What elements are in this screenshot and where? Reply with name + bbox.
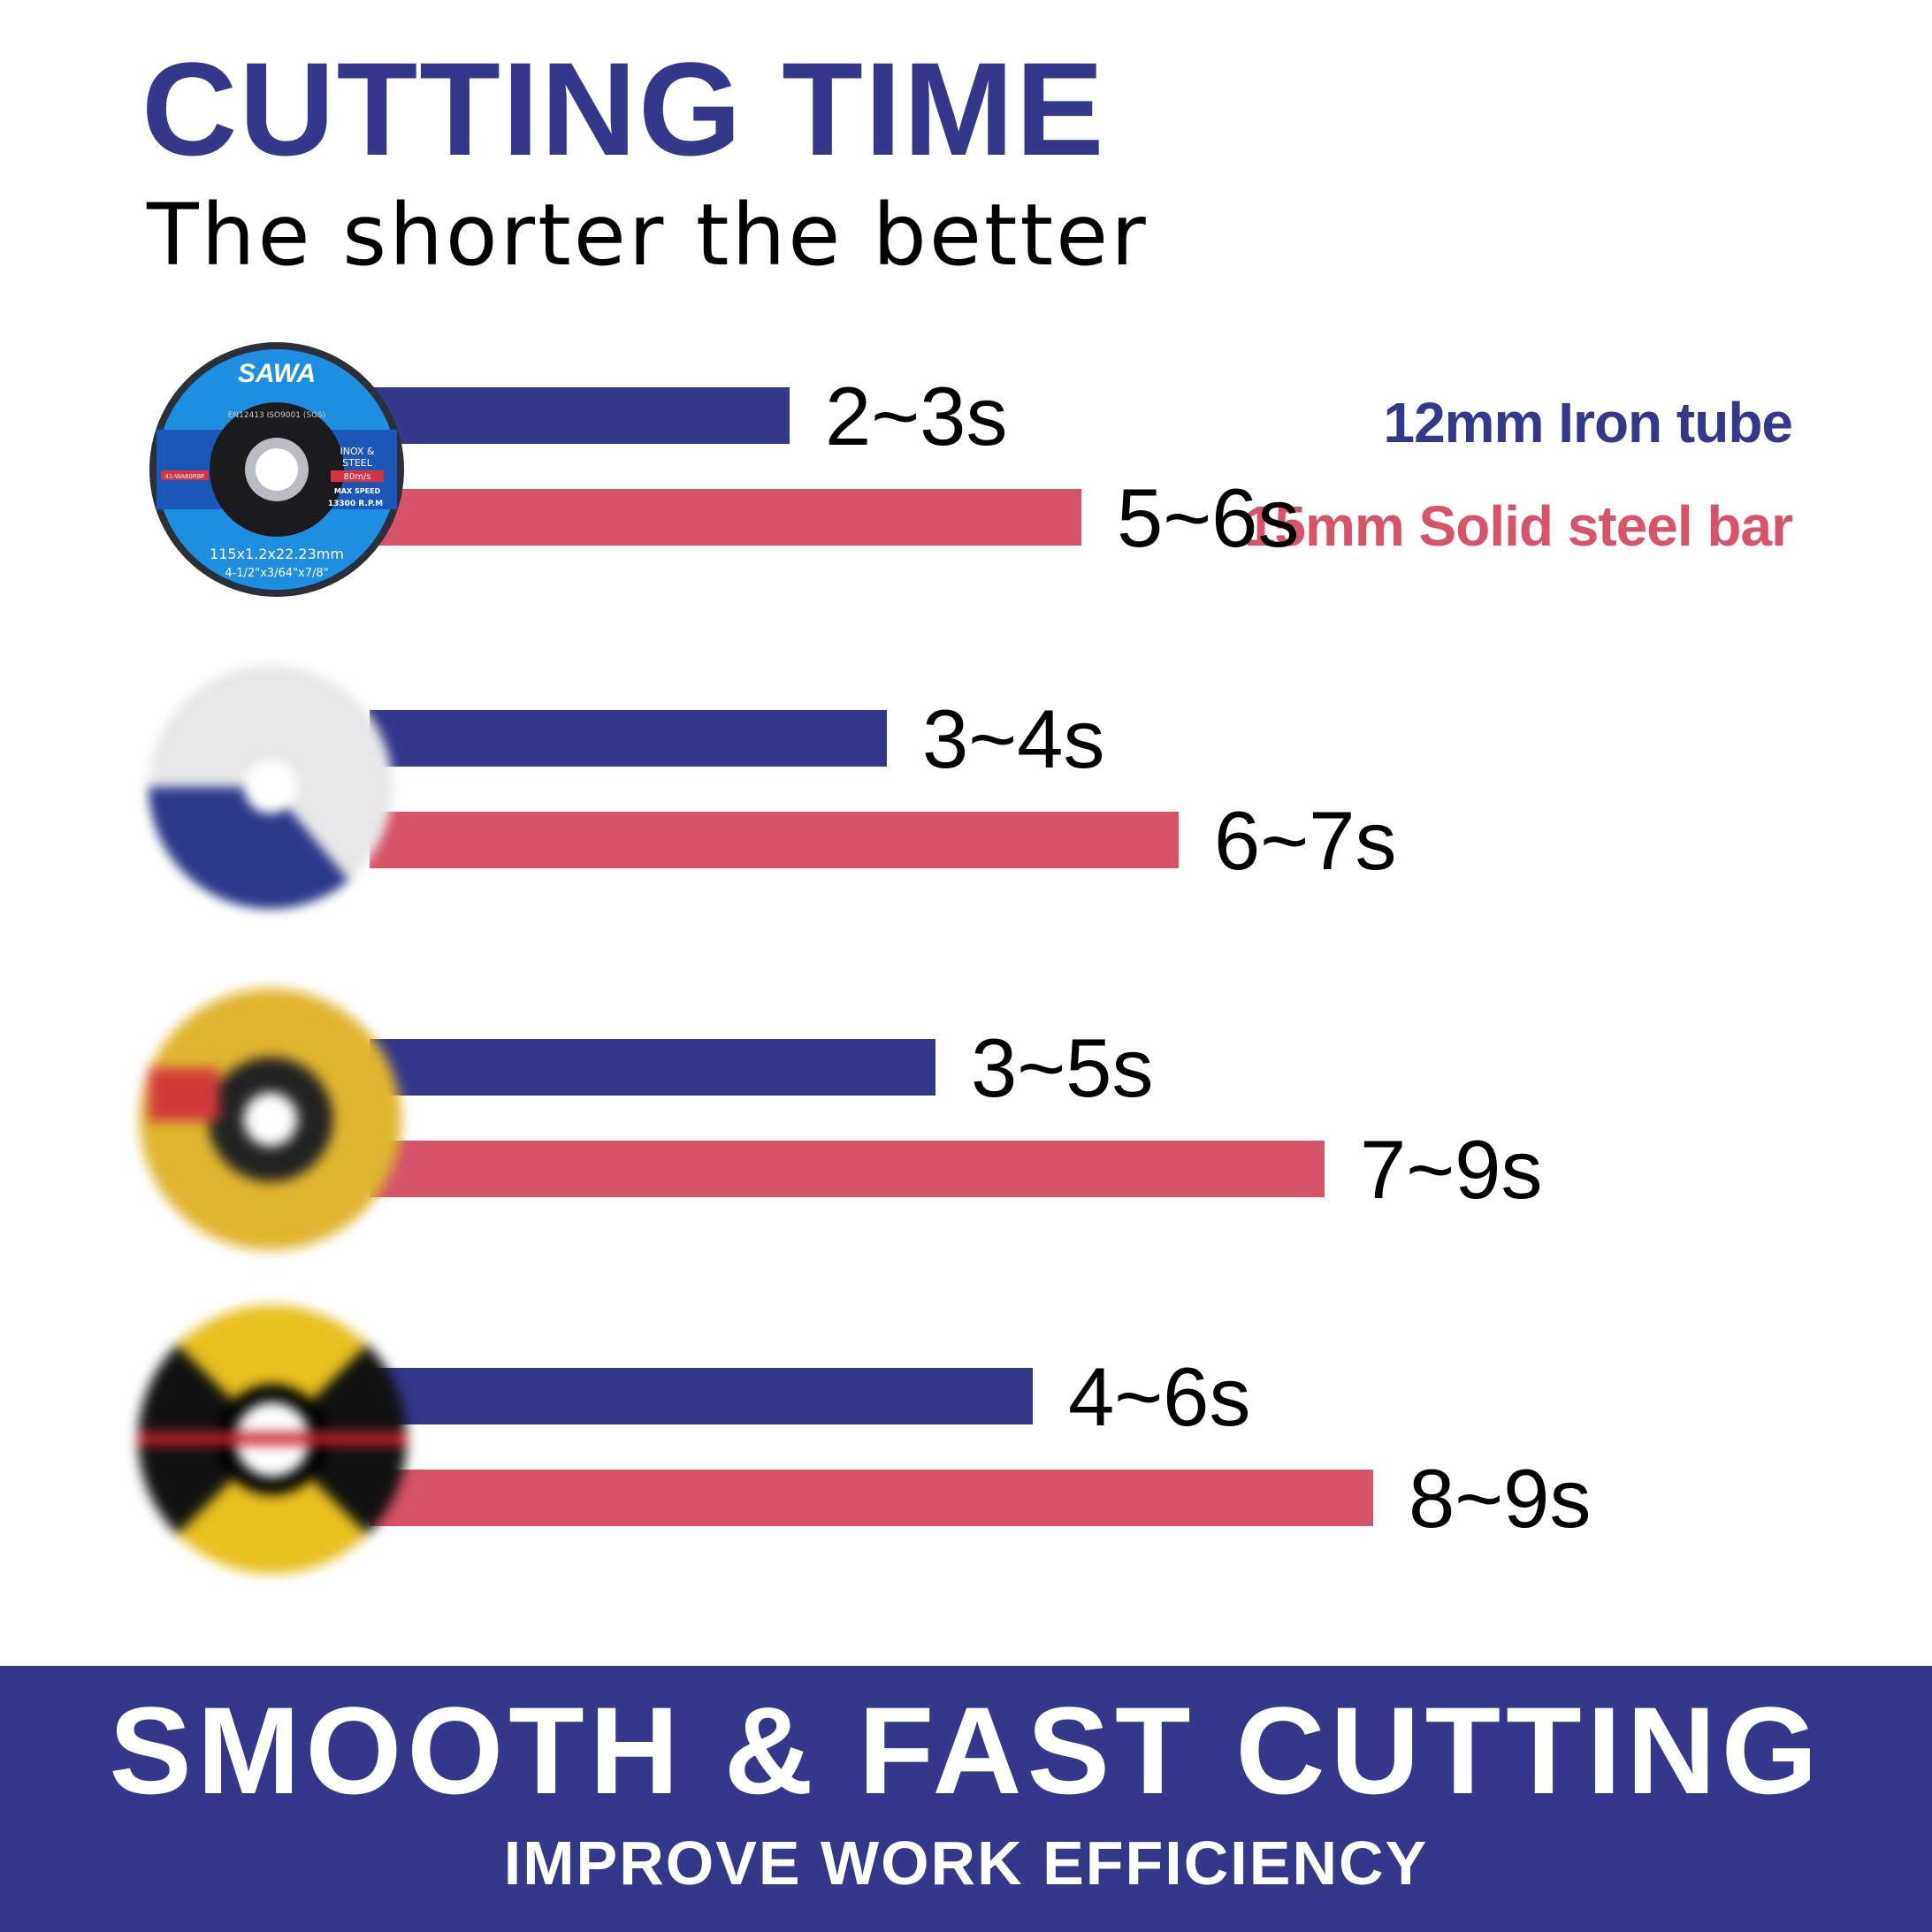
iron-tube-bar-1 bbox=[370, 387, 790, 444]
iron-tube-bar-3 bbox=[370, 1039, 935, 1096]
disc-3-image bbox=[140, 989, 401, 1250]
svg-text:115x1.2x22.23mm: 115x1.2x22.23mm bbox=[210, 546, 344, 562]
steel-bar-label-2: 6~7s bbox=[1214, 794, 1397, 887]
iron-tube-bar-2 bbox=[370, 710, 887, 767]
steel-bar-bar-2 bbox=[370, 812, 1179, 868]
svg-text:41-WA60RBF: 41-WA60RBF bbox=[164, 473, 204, 480]
footer-subline: IMPROVE WORK EFFICIENCY bbox=[503, 1829, 1429, 1898]
disc-2-image bbox=[149, 665, 393, 909]
iron-tube-label-4: 4~6s bbox=[1068, 1350, 1251, 1443]
sawa-disc-image: SAWA INOX & STEEL 80m/s MAX SPEED 13300 … bbox=[149, 342, 404, 597]
iron-tube-label-2: 3~4s bbox=[922, 692, 1105, 785]
svg-text:13300 R.P.M: 13300 R.P.M bbox=[328, 500, 383, 508]
steel-bar-bar-3 bbox=[370, 1141, 1325, 1197]
svg-text:SAWA: SAWA bbox=[238, 359, 316, 388]
svg-text:4-1/2"x3/64"x7/8": 4-1/2"x3/64"x7/8" bbox=[225, 567, 328, 580]
svg-text:80m/s: 80m/s bbox=[343, 472, 370, 482]
footer-headline: SMOOTH & FAST CUTTING bbox=[109, 1681, 1823, 1820]
footer-banner: SMOOTH & FAST CUTTING IMPROVE WORK EFFIC… bbox=[0, 1666, 1932, 1932]
legend-steel-bar: 15mm Solid steel bar bbox=[1243, 494, 1793, 558]
chart-title: CUTTING TIME bbox=[141, 34, 1106, 183]
steel-bar-bar-4 bbox=[370, 1470, 1373, 1526]
chart-subtitle: The shorter the better bbox=[147, 186, 1149, 285]
steel-bar-label-4: 8~9s bbox=[1409, 1452, 1592, 1545]
svg-text:MAX SPEED: MAX SPEED bbox=[334, 487, 381, 495]
svg-text:STEEL: STEEL bbox=[342, 457, 373, 469]
svg-text:EN12413 ISO9001 (SGS): EN12413 ISO9001 (SGS) bbox=[228, 411, 326, 420]
steel-bar-bar-1 bbox=[370, 489, 1081, 546]
steel-bar-label-1: 5~6s bbox=[1117, 471, 1300, 564]
legend-iron-tube: 12mm Iron tube bbox=[1383, 391, 1793, 454]
iron-tube-bar-4 bbox=[370, 1368, 1033, 1424]
iron-tube-label-3: 3~5s bbox=[971, 1021, 1154, 1114]
svg-text:INOX &: INOX & bbox=[340, 446, 374, 457]
disc-4-image bbox=[138, 1305, 407, 1574]
steel-bar-label-3: 7~9s bbox=[1360, 1123, 1543, 1216]
iron-tube-label-1: 2~3s bbox=[825, 370, 1008, 462]
